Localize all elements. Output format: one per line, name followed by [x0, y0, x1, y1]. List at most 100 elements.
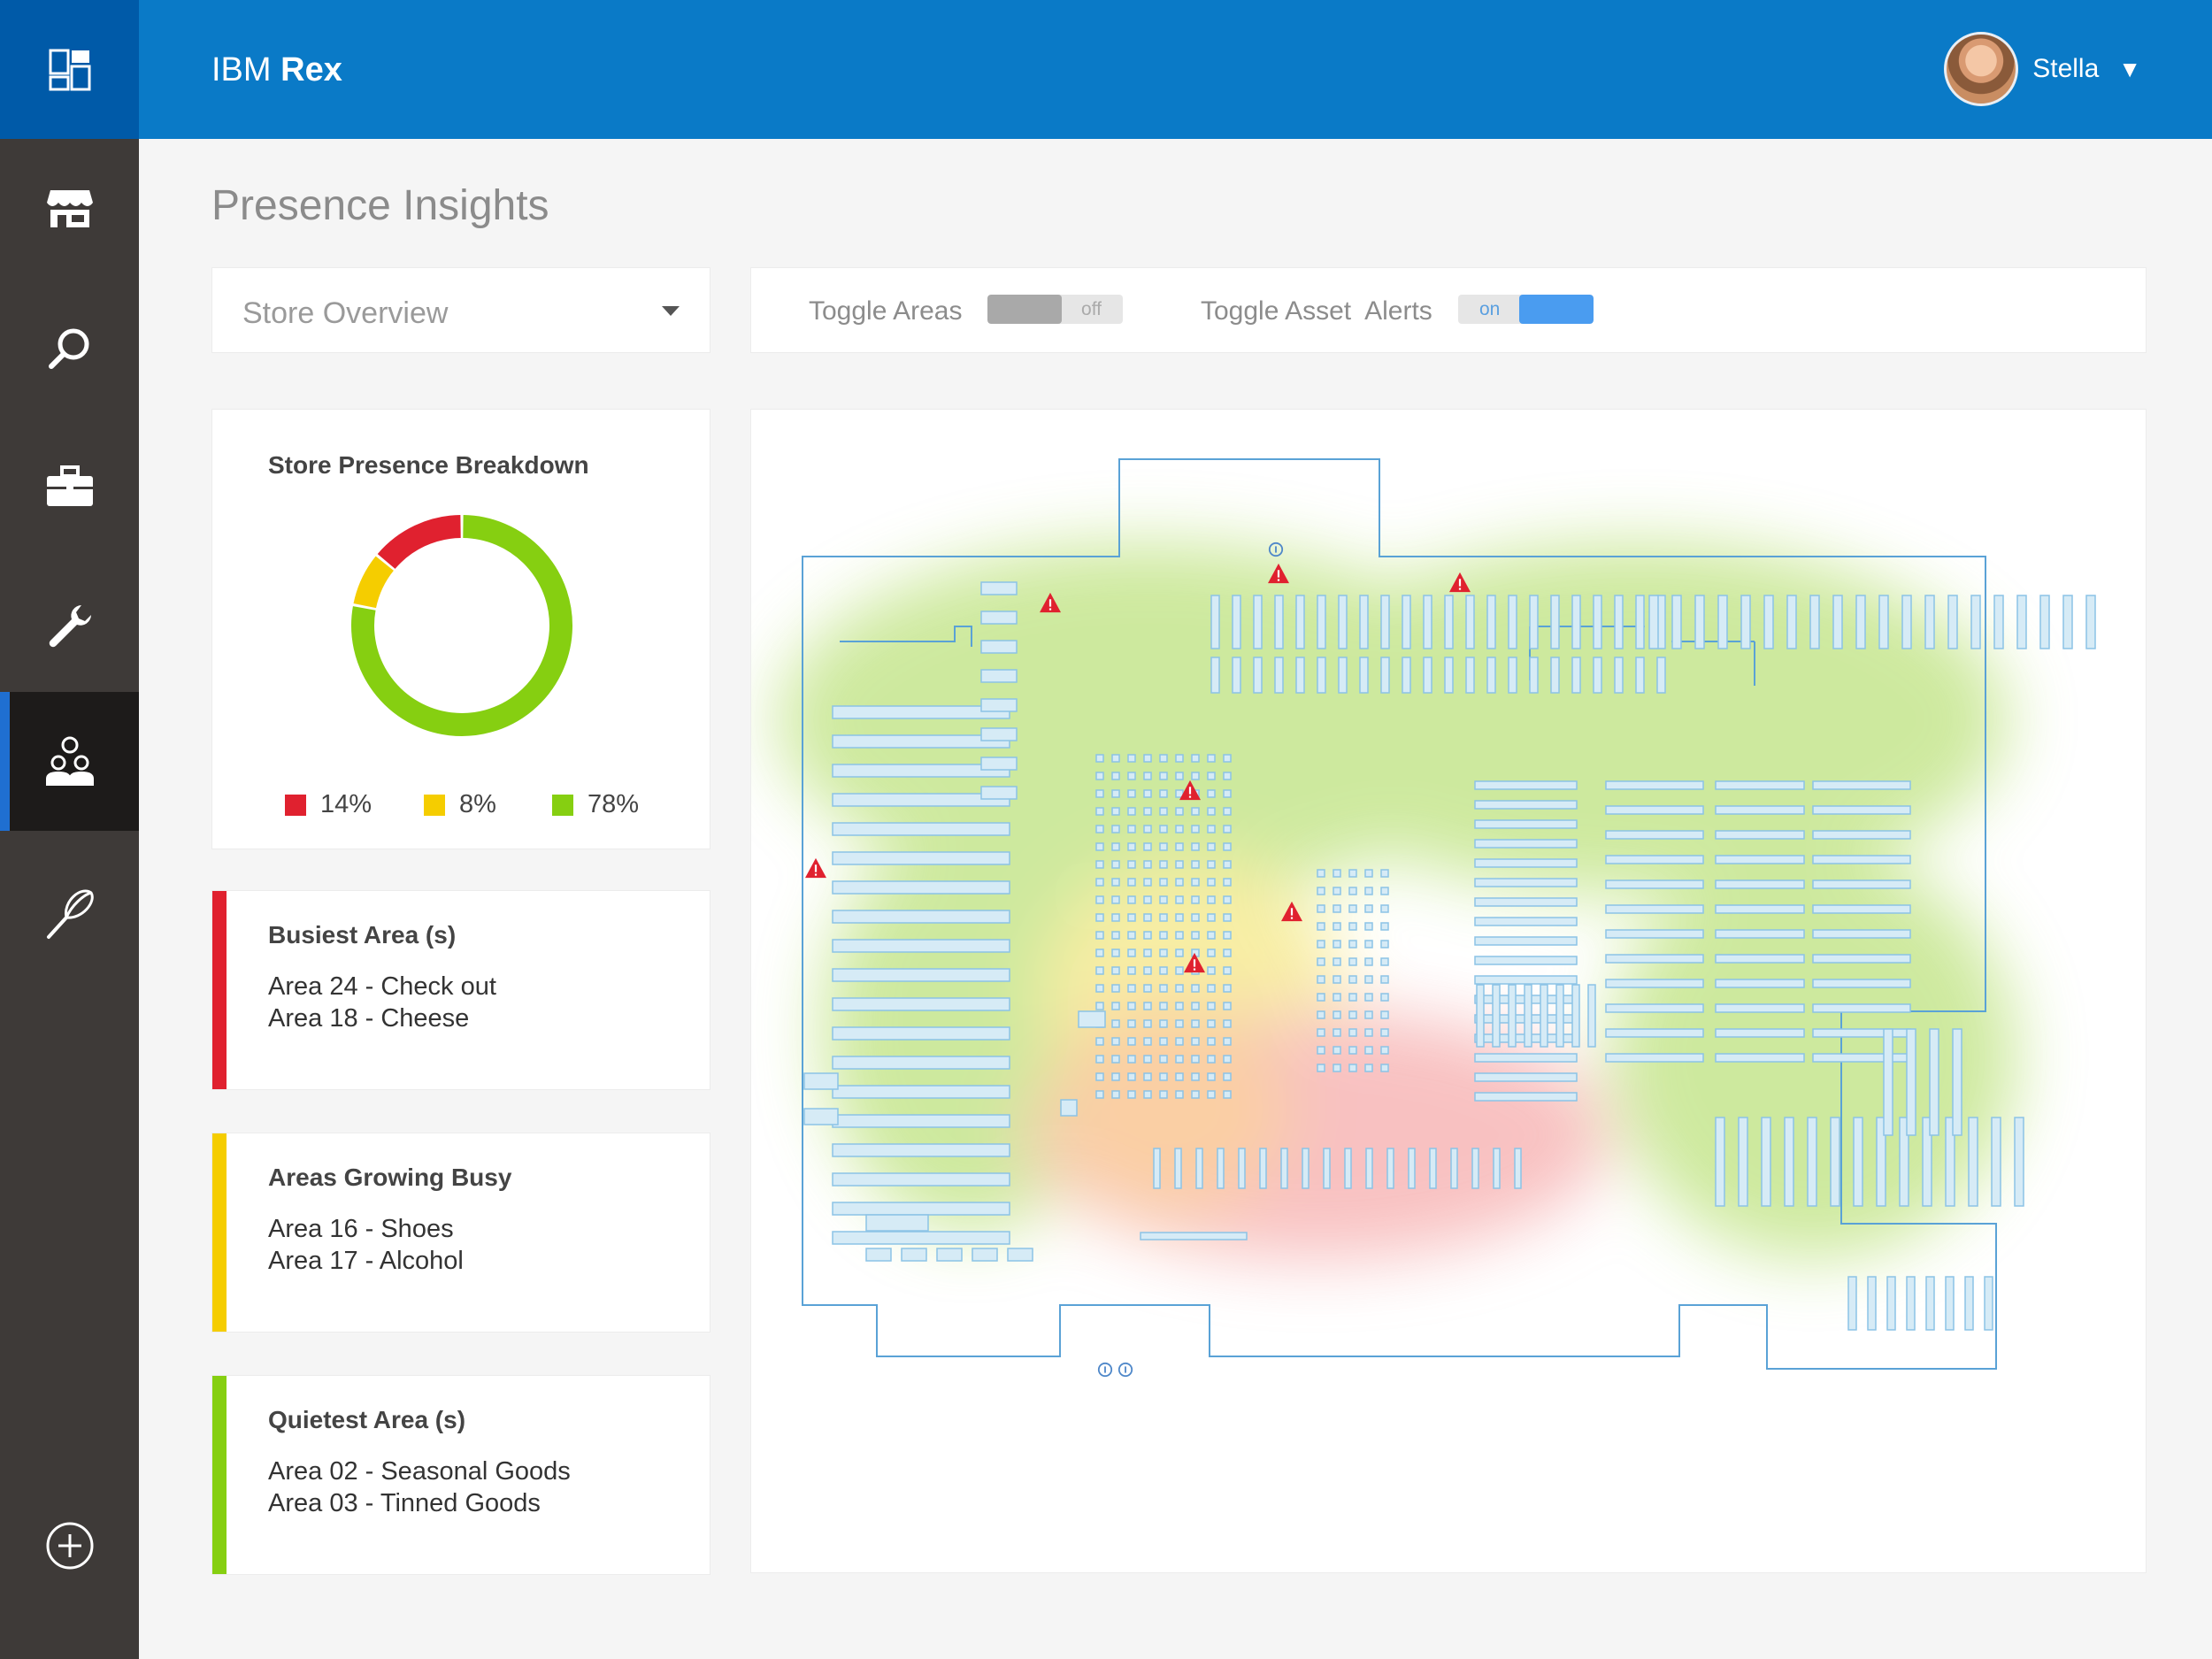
brand-prefix: IBM: [211, 51, 272, 88]
shelf: [2016, 595, 2027, 649]
shelf: [1348, 1028, 1357, 1037]
shelf: [1380, 957, 1389, 966]
shelf: [1223, 1002, 1232, 1010]
growing-areas-card[interactable]: Areas Growing Busy Area 16 - Shoes Area …: [211, 1133, 710, 1333]
shelf: [803, 1108, 839, 1125]
shelf: [1540, 984, 1548, 1048]
shelf: [1474, 1092, 1578, 1102]
toggle-areas-switch[interactable]: off: [987, 295, 1123, 324]
shelf: [1095, 772, 1104, 780]
shelf: [1812, 954, 1911, 964]
shelf: [1191, 1072, 1200, 1081]
shelf: [1386, 1148, 1394, 1189]
shelf: [1444, 657, 1454, 694]
shelf: [1715, 1028, 1805, 1038]
store-floor-map[interactable]: [751, 410, 2147, 1574]
busiest-areas-card[interactable]: Busiest Area (s) Area 24 - Check out Are…: [211, 890, 710, 1090]
briefcase-icon: [46, 465, 93, 506]
sidebar-item-briefcase[interactable]: [0, 417, 139, 556]
sidebar-item-store[interactable]: [0, 139, 139, 278]
shelf: [1832, 595, 1843, 649]
add-icon: [46, 1522, 93, 1569]
shelf: [1302, 1148, 1310, 1189]
toggle-asset-alerts-switch[interactable]: on: [1458, 295, 1594, 324]
shelf: [1207, 931, 1216, 940]
quietest-areas-card[interactable]: Quietest Area (s) Area 02 - Seasonal Goo…: [211, 1375, 710, 1575]
shelf: [1143, 842, 1152, 851]
shelf: [1408, 1148, 1416, 1189]
legend-swatch: [424, 794, 445, 816]
card-line: Area 24 - Check out: [268, 972, 496, 1001]
card-line: Area 16 - Shoes: [268, 1215, 454, 1243]
map-shelves: [803, 581, 2096, 1331]
shelf: [1474, 975, 1578, 985]
info-icon[interactable]: [1097, 1362, 1113, 1378]
info-icon[interactable]: [1118, 1362, 1133, 1378]
shelf: [1111, 913, 1120, 922]
shelf: [1143, 966, 1152, 975]
store-select[interactable]: Store Overview: [211, 267, 710, 353]
shelf: [1830, 1117, 1840, 1207]
caret-down-icon[interactable]: ▼: [2118, 55, 2141, 82]
shelf: [1207, 842, 1216, 851]
shelf: [1111, 966, 1120, 975]
shelf: [1715, 1053, 1805, 1063]
shelf: [832, 1085, 1010, 1099]
sidebar-item-search[interactable]: [0, 278, 139, 417]
shelf: [980, 669, 1018, 683]
floor-outline: [802, 458, 1997, 1370]
shelf: [1207, 1002, 1216, 1010]
breakdown-title: Store Presence Breakdown: [268, 451, 589, 479]
shelf: [1807, 1117, 1817, 1207]
donut-segment[interactable]: [353, 556, 395, 609]
avatar[interactable]: [1944, 32, 2019, 106]
add-button[interactable]: [0, 1476, 139, 1615]
shelf: [1191, 931, 1200, 940]
shelf: [1471, 1148, 1479, 1189]
shelf: [1605, 805, 1704, 815]
user-menu[interactable]: Stella ▼: [1944, 32, 2141, 106]
shelf: [1223, 966, 1232, 975]
dashboard-button[interactable]: [0, 0, 139, 139]
donut-segment[interactable]: [351, 515, 572, 736]
shelf: [1344, 1148, 1352, 1189]
shelf: [1348, 1010, 1357, 1019]
sidebar-item-tools[interactable]: [0, 556, 139, 695]
shelf: [972, 1248, 998, 1262]
shelf: [1175, 949, 1184, 957]
shelf: [1333, 993, 1341, 1002]
shelf: [1493, 1148, 1501, 1189]
shelf: [1159, 860, 1168, 869]
shelf: [1095, 1055, 1104, 1064]
shelf: [1175, 825, 1184, 833]
shelf: [1191, 842, 1200, 851]
shelf: [1159, 984, 1168, 993]
card-line: Area 02 - Seasonal Goods: [268, 1457, 571, 1486]
shelf: [803, 1072, 839, 1090]
shelf: [1111, 1055, 1120, 1064]
shelf: [1223, 984, 1232, 993]
donut-segment[interactable]: [377, 515, 462, 570]
shelf: [1127, 1055, 1136, 1064]
shelf: [1338, 595, 1348, 649]
shelf: [1207, 1055, 1216, 1064]
sidebar-item-people[interactable]: [0, 692, 139, 831]
shelf: [1175, 1002, 1184, 1010]
shelf: [1333, 975, 1341, 984]
legend-item-red: 14%: [285, 790, 372, 819]
shelf: [1423, 595, 1432, 649]
shelf: [1514, 1148, 1522, 1189]
sidebar-item-whisk[interactable]: [0, 844, 139, 983]
shelf: [832, 1172, 1010, 1187]
shelf: [1883, 1028, 1893, 1136]
shelf: [1191, 772, 1200, 780]
shelf: [1159, 931, 1168, 940]
warning-triangle-icon[interactable]: [805, 857, 826, 879]
shelf: [1812, 1028, 1911, 1038]
shelf: [1587, 984, 1596, 1048]
shelf: [1175, 807, 1184, 816]
shelf: [1984, 1276, 1993, 1331]
shelf: [1365, 1148, 1373, 1189]
card-status-bar: [212, 1133, 227, 1332]
shelf: [1715, 1003, 1805, 1013]
